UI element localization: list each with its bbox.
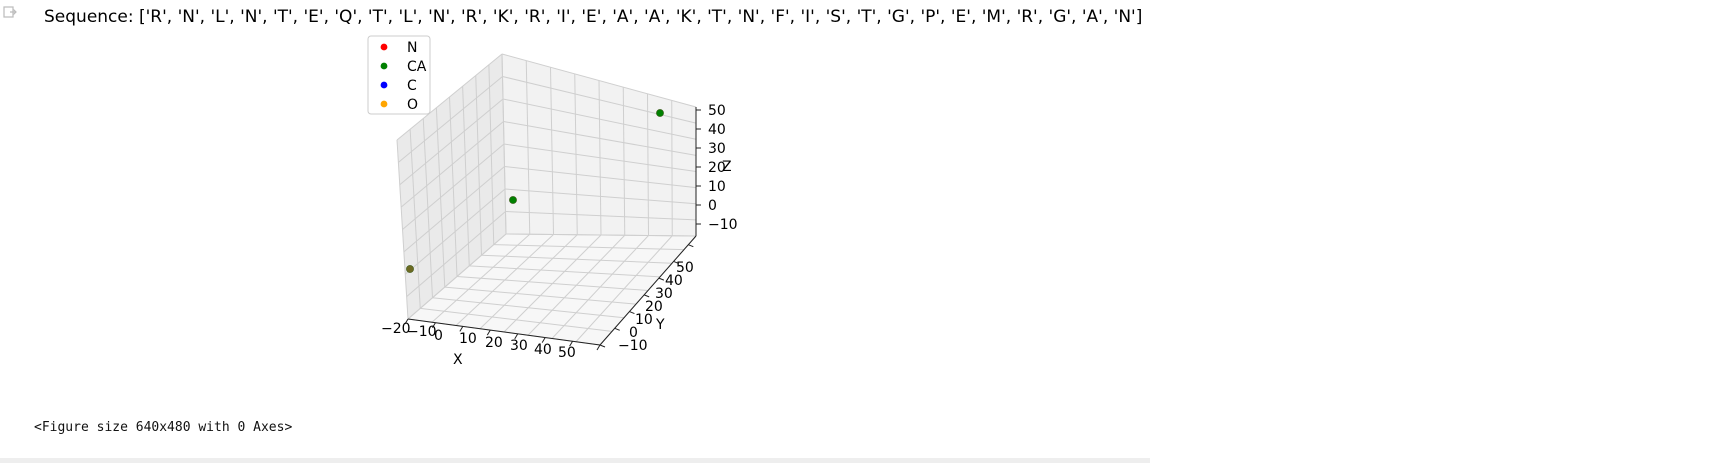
legend-label: N — [407, 40, 417, 56]
legend-label: O — [407, 97, 418, 113]
y-tick-label: 10 — [635, 312, 653, 328]
x-tick-mark — [596, 344, 601, 351]
x-tick-mark — [404, 318, 409, 325]
legend-marker — [380, 100, 388, 108]
cell-bottom-border — [0, 458, 1150, 463]
legend-marker — [380, 81, 388, 89]
grid-line — [402, 143, 505, 230]
grid-line — [462, 86, 470, 266]
tick-marks — [404, 109, 701, 351]
z-tick-label: 20 — [708, 160, 726, 176]
x-tick-mark — [541, 337, 546, 343]
z-tick-label: 10 — [708, 179, 726, 195]
grid-line — [504, 166, 697, 189]
grid-line — [504, 188, 697, 205]
tick-labels: −20−100 10 20 30 40 50 −1001020304050−10010203… — [381, 103, 738, 361]
x-tick-mark — [431, 322, 436, 328]
legend: N CA CO — [367, 35, 431, 115]
scatter-points — [406, 109, 664, 273]
x-tick-label: −20 — [381, 321, 411, 337]
z-axis-label: Z — [722, 159, 732, 175]
grid-line — [403, 166, 505, 253]
left-pane — [397, 54, 506, 319]
grid-lines — [396, 53, 697, 346]
grid-line — [404, 188, 506, 275]
grid-line — [469, 265, 661, 278]
data-point — [509, 196, 517, 204]
legend-marker — [380, 62, 388, 70]
grid-line — [647, 93, 649, 236]
y-tick-label: 0 — [629, 325, 638, 341]
y-tick-mark — [688, 244, 694, 248]
y-tick-mark — [614, 327, 620, 331]
x-tick-label: 30 — [510, 338, 528, 354]
y-tick-label: 20 — [645, 299, 663, 315]
grid-line — [456, 276, 649, 291]
x-tick-label: 10 — [459, 331, 477, 347]
grid-line — [527, 234, 626, 336]
y-tick-label: 40 — [665, 273, 683, 289]
grid-line — [671, 100, 673, 236]
legend-label: C — [407, 78, 417, 94]
x-tick-label: 50 — [558, 345, 576, 361]
grid-line — [407, 233, 507, 320]
x-axis-line — [407, 318, 601, 346]
grid-line — [503, 143, 697, 172]
plot-3d-axes: −20−100 10 20 30 40 50 −1001020304050−10010203… — [367, 35, 738, 368]
grid-line — [406, 211, 506, 298]
figure-size-text: <Figure size 640x480 with 0 Axes> — [34, 420, 293, 435]
output-prompt-icon[interactable] — [2, 4, 18, 20]
grid-line — [488, 64, 495, 245]
legend-marker — [380, 43, 388, 51]
x-tick-mark — [459, 326, 464, 332]
y-axis-label: Y — [655, 317, 665, 333]
x-tick-label: 40 — [534, 342, 552, 358]
legend-items: N CA CO — [380, 40, 427, 113]
grid-line — [481, 254, 673, 264]
cell-output-area: Sequence: ['R', 'N', 'L', 'N', 'T', 'E',… — [0, 4, 1150, 463]
x-tick-label: 0 — [434, 328, 443, 344]
y-tick-mark — [643, 294, 650, 298]
grid-line — [493, 244, 685, 251]
x-axis-label: X — [453, 352, 463, 368]
y-tick-mark — [658, 277, 665, 281]
grid-line — [622, 87, 626, 236]
z-tick-label: 50 — [708, 103, 726, 119]
legend-label: CA — [407, 59, 427, 75]
x-tick-mark — [486, 329, 491, 336]
z-tick-label: 40 — [708, 122, 726, 138]
y-tick-mark — [629, 311, 635, 315]
y-tick-mark — [673, 260, 679, 264]
figure-3d-scatter: −20 −10 0 10 20 30 40 50 −10 0 10 20 30 40 50 −10 0 10 20 3… — [367, 32, 825, 417]
grid-line — [575, 235, 673, 343]
z-tick-label: −10 — [708, 217, 738, 233]
z-tick-label: 0 — [708, 198, 717, 214]
y-tick-label: 30 — [655, 286, 673, 302]
grid-line — [501, 53, 507, 235]
x-tick-mark — [514, 333, 519, 340]
sequence-output-text: Sequence: ['R', 'N', 'L', 'N', 'T', 'E',… — [44, 7, 1143, 27]
y-tick-mark — [599, 344, 606, 348]
y-tick-label: −10 — [618, 338, 648, 354]
legend-box — [367, 35, 431, 115]
data-point — [406, 265, 414, 273]
y-tick-label: 50 — [676, 260, 694, 276]
data-point — [656, 109, 664, 117]
grid-line — [505, 233, 697, 237]
grid-line — [505, 211, 697, 221]
x-tick-label: 20 — [485, 335, 503, 351]
grid-line — [551, 235, 649, 339]
grid-line — [475, 75, 482, 256]
x-tick-label: −10 — [407, 324, 437, 340]
x-tick-mark — [569, 341, 574, 347]
z-tick-label: 30 — [708, 141, 726, 157]
y-axis-line — [599, 235, 697, 346]
